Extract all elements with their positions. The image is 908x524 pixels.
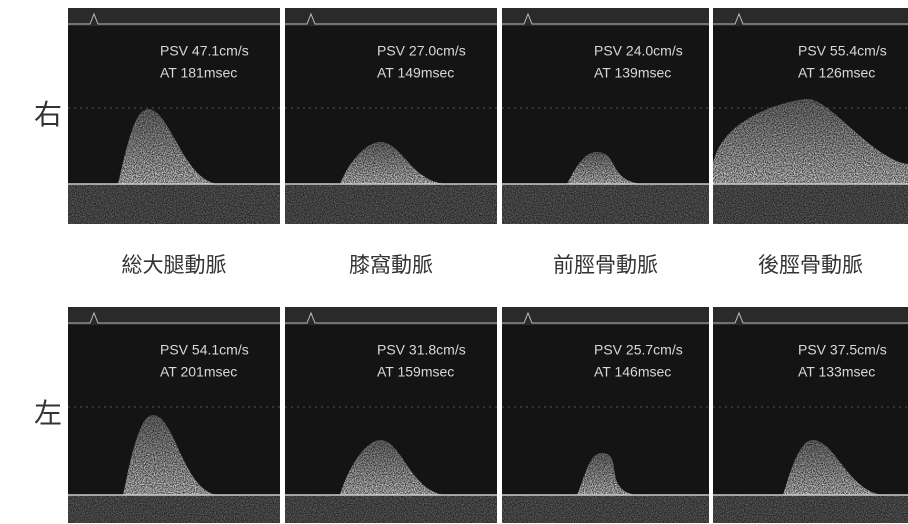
reverse-noise: [713, 495, 908, 523]
figure: 右 PSV 47.1cm/s AT 181msec PSV 27.0cm/s AT 14…: [0, 0, 908, 524]
reverse-noise: [68, 184, 280, 224]
psv-label: PSV 31.8cm/s: [377, 342, 466, 358]
row-label: 左: [34, 397, 62, 430]
column-label: 後脛骨動脈: [758, 253, 863, 277]
reverse-noise: [502, 184, 709, 224]
column-label: 膝窩動脈: [349, 253, 433, 277]
at-label: AT 181msec: [160, 65, 237, 81]
header-strip: [285, 307, 497, 325]
at-label: AT 133msec: [798, 364, 875, 380]
at-label: AT 146msec: [594, 364, 671, 380]
at-label: AT 201msec: [160, 364, 237, 380]
header-strip: [285, 8, 497, 26]
doppler-panel: PSV 47.1cm/s AT 181msec: [68, 8, 280, 224]
header-strip: [502, 8, 709, 26]
psv-label: PSV 47.1cm/s: [160, 43, 249, 59]
doppler-panel: PSV 54.1cm/s AT 201msec: [68, 307, 280, 523]
column-label: 前脛骨動脈: [553, 253, 658, 277]
page: 右 PSV 47.1cm/s AT 181msec PSV 27.0cm/s AT 14…: [0, 0, 908, 524]
header-strip: [502, 307, 709, 325]
reverse-noise: [285, 184, 497, 224]
reverse-noise: [285, 495, 497, 523]
psv-label: PSV 24.0cm/s: [594, 43, 683, 59]
reverse-noise: [713, 184, 908, 224]
reverse-noise: [68, 495, 280, 523]
header-strip: [68, 8, 280, 26]
doppler-panel: PSV 37.5cm/s AT 133msec: [713, 307, 908, 523]
psv-label: PSV 37.5cm/s: [798, 342, 887, 358]
at-label: AT 139msec: [594, 65, 671, 81]
psv-label: PSV 25.7cm/s: [594, 342, 683, 358]
row-label: 右: [34, 98, 62, 131]
psv-label: PSV 55.4cm/s: [798, 43, 887, 59]
reverse-noise: [502, 495, 709, 523]
psv-label: PSV 27.0cm/s: [377, 43, 466, 59]
doppler-panel: PSV 55.4cm/s AT 126msec: [713, 8, 908, 224]
at-label: AT 149msec: [377, 65, 454, 81]
at-label: AT 159msec: [377, 364, 454, 380]
column-label: 総大腿動脈: [122, 253, 227, 277]
doppler-panel: PSV 27.0cm/s AT 149msec: [285, 8, 497, 224]
header-strip: [68, 307, 280, 325]
doppler-panel: PSV 31.8cm/s AT 159msec: [285, 307, 497, 523]
at-label: AT 126msec: [798, 65, 875, 81]
doppler-panel: PSV 24.0cm/s AT 139msec: [502, 8, 709, 224]
psv-label: PSV 54.1cm/s: [160, 342, 249, 358]
doppler-panel: PSV 25.7cm/s AT 146msec: [502, 307, 709, 523]
